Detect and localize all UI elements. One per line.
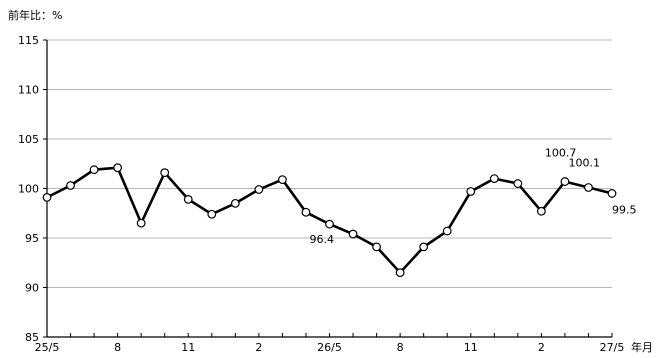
data-point (230, 198, 240, 208)
data-point (325, 219, 334, 229)
data-point (536, 206, 546, 216)
data-point (513, 179, 523, 188)
y-tick-label: 100 (18, 183, 39, 196)
x-axis-label: 年月 (631, 340, 653, 354)
x-axis-ticks: 25/5 8 11 2 26/5 8 11 2 27/5 (35, 333, 625, 354)
y-tick-label: 85 (25, 331, 39, 344)
x-tick-label: 2 (538, 341, 545, 354)
data-label: 100.1 (568, 157, 600, 170)
x-tick-label: 8 (397, 341, 404, 354)
x-tick-label: 27/5 (600, 341, 625, 354)
x-tick-label: 25/5 (35, 341, 60, 354)
data-point (89, 165, 99, 175)
data-point (607, 189, 617, 198)
data-label: 96.4 (310, 233, 335, 246)
x-tick-label: 11 (464, 341, 478, 354)
y-tick-label: 105 (18, 133, 39, 146)
data-point (207, 209, 217, 219)
y-tick-label: 90 (25, 282, 39, 295)
data-point (42, 193, 52, 202)
data-label: 100.7 (545, 147, 577, 160)
data-point (395, 268, 405, 278)
data-label: 99.5 (612, 203, 637, 216)
y-tick-label: 95 (25, 232, 39, 245)
data-point (160, 168, 170, 178)
y-axis-label: 前年比：% (8, 8, 62, 22)
x-tick-label: 8 (114, 341, 121, 354)
y-tick-label: 110 (18, 84, 39, 97)
data-point (560, 177, 570, 186)
data-points (42, 163, 617, 278)
data-point (442, 226, 452, 236)
data-point (489, 174, 499, 184)
data-point (254, 185, 264, 194)
x-tick-label: 26/5 (317, 341, 342, 354)
x-tick-label: 11 (181, 341, 195, 354)
data-point (183, 194, 193, 204)
data-point (113, 163, 123, 173)
data-point (66, 181, 75, 190)
gridlines (47, 39, 612, 288)
data-point (278, 175, 287, 184)
data-point (584, 183, 593, 192)
data-point (348, 229, 358, 239)
y-axis-ticks: 85 90 95 100 105 110 115 (18, 34, 47, 344)
data-point (372, 242, 381, 252)
data-point (301, 207, 311, 217)
x-tick-label: 2 (255, 341, 262, 354)
data-point (136, 218, 146, 228)
data-point (466, 187, 476, 196)
y-tick-label: 115 (18, 34, 39, 47)
data-point (419, 242, 429, 252)
